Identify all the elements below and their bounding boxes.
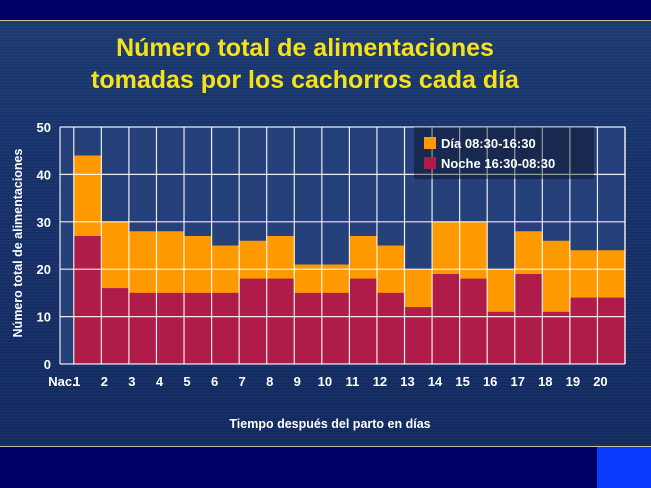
y-tick-label: 10 <box>37 310 51 325</box>
legend-swatch-day <box>424 137 436 149</box>
x-axis-ticks: 1 2 3 4 5 6 7 8 9 10 11 12 13 14 15 16 17 18 19 20 <box>73 374 608 389</box>
legend-label-day: Día 08:30-16:30 <box>441 136 536 151</box>
legend-swatch-night <box>424 157 436 169</box>
x-tick-label: 18 <box>538 374 552 389</box>
x-tick-label: 6 <box>211 374 218 389</box>
chart-title-line-2: tomadas por los cachorros cada día <box>91 66 520 94</box>
y-tick-label: 50 <box>37 120 51 135</box>
x-tick-label: 9 <box>294 374 301 389</box>
x-tick-label: 19 <box>566 374 580 389</box>
x-tick-label: 20 <box>593 374 607 389</box>
corner-accent <box>597 447 651 488</box>
x-tick-label: 13 <box>400 374 414 389</box>
chart-title-line-1: Número total de alimentaciones <box>116 34 494 62</box>
legend-box <box>414 127 594 179</box>
x-tick-label: 12 <box>373 374 387 389</box>
x-tick-label: 16 <box>483 374 497 389</box>
y-tick-label: 30 <box>37 215 51 230</box>
x-tick-label: 10 <box>318 374 332 389</box>
grid-lines <box>59 126 626 365</box>
y-axis-label: Número total de alimentaciones <box>11 148 25 337</box>
x-tick-label: 17 <box>511 374 525 389</box>
y-axis-ticks: 0 10 20 30 40 50 <box>37 120 51 372</box>
x-tick-label: 3 <box>128 374 135 389</box>
legend-label-night: Noche 16:30-08:30 <box>441 156 555 171</box>
x-tick-label: 11 <box>346 374 360 389</box>
y-tick-label: 20 <box>37 262 51 277</box>
x-tick-label: 7 <box>239 374 246 389</box>
y-tick-label: 0 <box>44 357 51 372</box>
x-tick-label: 4 <box>156 374 164 389</box>
x-tick-label: 14 <box>428 374 443 389</box>
legend: Día 08:30-16:30 Noche 16:30-08:30 <box>414 127 594 179</box>
x-tick-label: 1 <box>73 374 80 389</box>
x-tick-label: 15 <box>455 374 469 389</box>
x-tick-label: 2 <box>101 374 108 389</box>
x-tick-birth: Nac. <box>48 374 75 389</box>
x-tick-label: 5 <box>183 374 190 389</box>
y-tick-label: 40 <box>37 167 51 182</box>
x-axis-label: Tiempo después del parto en días <box>229 417 430 431</box>
x-tick-label: 8 <box>266 374 273 389</box>
